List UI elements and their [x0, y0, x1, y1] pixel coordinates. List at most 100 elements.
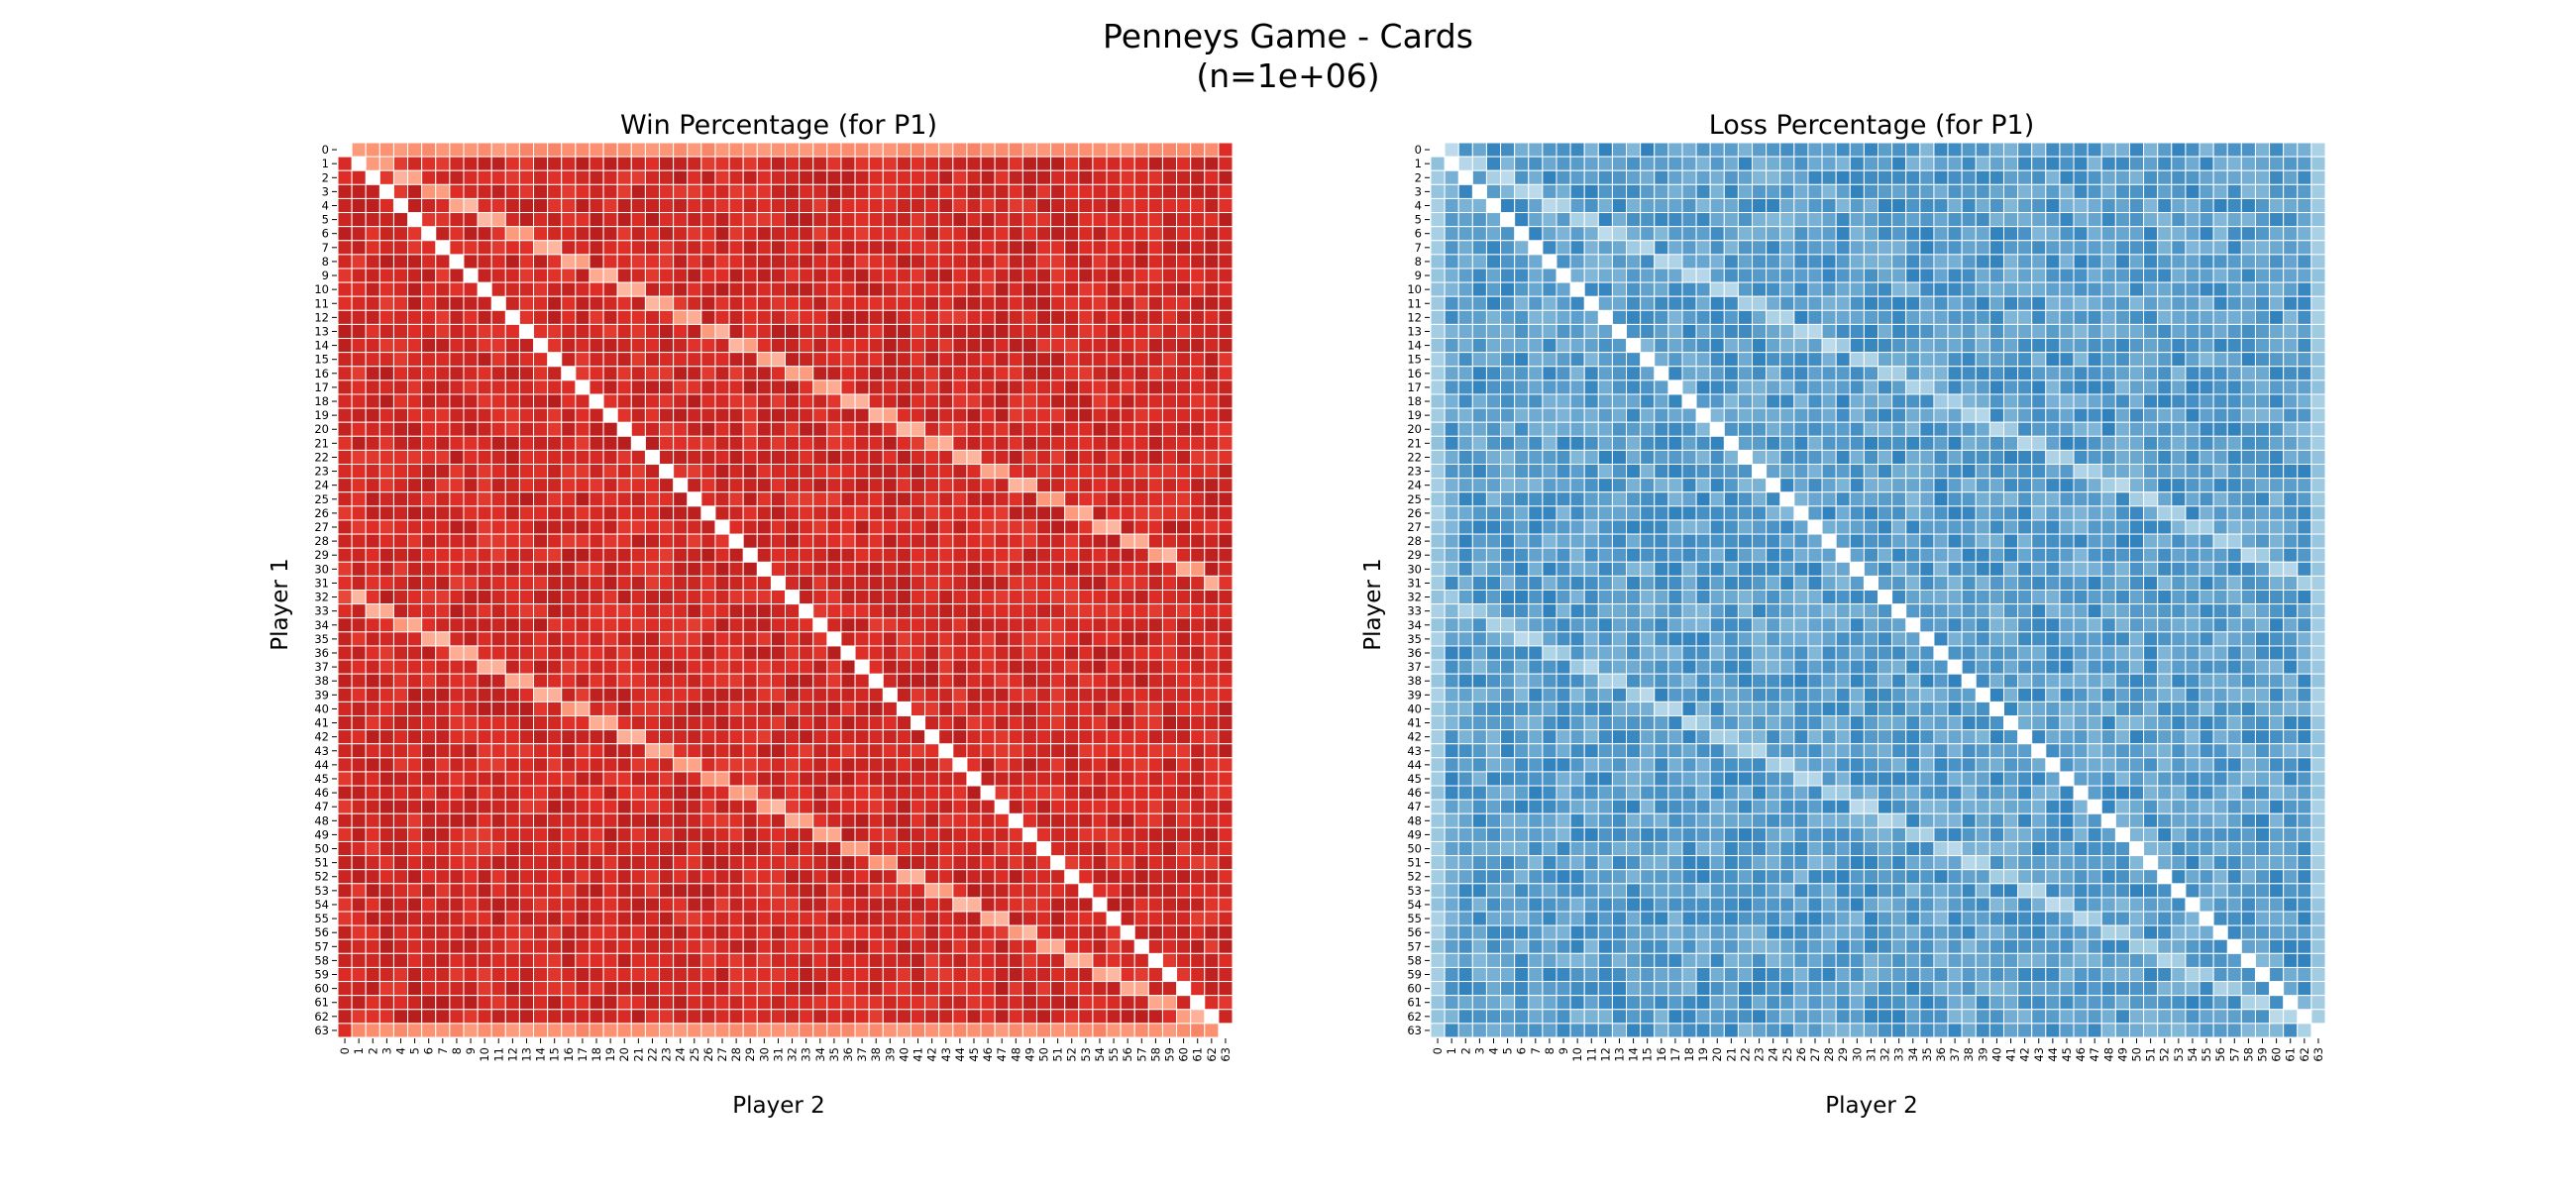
heatmap-cell: [2143, 212, 2159, 228]
heatmap-cell: [980, 421, 996, 437]
heatmap-cell: [1092, 393, 1108, 409]
heatmap-cell: [966, 352, 982, 368]
heatmap-cell: [490, 407, 506, 423]
heatmap-cell: [700, 295, 716, 311]
heatmap-cell: [1640, 197, 1656, 214]
heatmap-cell: [868, 855, 884, 871]
heatmap-cell: [1035, 714, 1052, 731]
heatmap-cell: [966, 785, 982, 801]
heatmap-cell: [351, 449, 367, 466]
heatmap-cell: [1485, 240, 1502, 256]
heatmap-cell: [589, 575, 604, 592]
heatmap-cell: [1092, 268, 1108, 283]
heatmap-cell: [2100, 142, 2116, 158]
y-tick-label: 36: [314, 646, 329, 660]
heatmap-cell: [924, 281, 940, 297]
heatmap-cell: [463, 142, 479, 158]
heatmap-cell: [490, 729, 506, 745]
heatmap-cell: [854, 966, 870, 983]
y-tick-label: 32: [314, 591, 329, 604]
heatmap-cell: [756, 771, 772, 787]
heatmap-cell: [1050, 911, 1066, 926]
heatmap-cell: [435, 981, 451, 997]
heatmap-cell: [575, 840, 590, 857]
heatmap-cell: [1064, 366, 1080, 381]
heatmap-cell: [854, 197, 870, 214]
heatmap-cell: [1035, 883, 1052, 899]
heatmap-cell: [910, 701, 926, 716]
heatmap-cell: [1161, 212, 1178, 228]
heatmap-cell: [2240, 156, 2256, 171]
heatmap-cell: [1190, 491, 1206, 507]
heatmap-cell: [1021, 659, 1037, 675]
heatmap-cell: [1147, 869, 1163, 885]
heatmap-cell: [2114, 240, 2130, 256]
heatmap-cell: [1050, 631, 1066, 647]
heatmap-cell: [2017, 254, 2033, 270]
heatmap-cell: [589, 240, 604, 256]
heatmap-cell: [1078, 603, 1094, 619]
heatmap-cell: [1161, 673, 1178, 689]
heatmap-cell: [1106, 519, 1122, 535]
heatmap-cell: [490, 435, 506, 451]
heatmap-cell: [351, 281, 367, 297]
heatmap-cell: [673, 183, 689, 199]
heatmap-cell: [1556, 183, 1571, 199]
heatmap-cell: [490, 799, 506, 814]
heatmap-cell: [1514, 169, 1530, 185]
heatmap-cell: [770, 1023, 787, 1038]
heatmap-cell: [826, 547, 842, 563]
heatmap-cell: [673, 366, 689, 381]
heatmap-cell: [687, 771, 702, 787]
heatmap-cell: [392, 421, 409, 437]
heatmap-cell: [490, 561, 506, 577]
heatmap-cell: [980, 840, 996, 857]
heatmap-cell: [533, 1023, 549, 1038]
heatmap-cell: [1709, 254, 1725, 270]
heatmap-cell: [1766, 169, 1781, 185]
heatmap-cell: [700, 212, 716, 228]
heatmap-cell: [547, 924, 563, 940]
heatmap-cell: [435, 840, 451, 857]
heatmap-cell: [1471, 281, 1487, 297]
heatmap-cell: [1120, 981, 1135, 997]
heatmap-cell: [435, 169, 451, 185]
heatmap-cell: [952, 897, 968, 913]
heatmap-cell: [924, 645, 940, 661]
heatmap-cell: [1626, 142, 1642, 158]
heatmap-cell: [910, 771, 926, 787]
heatmap-cell: [378, 435, 394, 451]
heatmap-cell: [714, 142, 730, 158]
heatmap-cell: [1106, 645, 1122, 661]
heatmap-cell: [728, 799, 744, 814]
heatmap-cell: [980, 240, 996, 256]
heatmap-cell: [826, 142, 842, 158]
heatmap-cell: [1161, 268, 1178, 283]
heatmap-cell: [2073, 156, 2089, 171]
heatmap-cell: [490, 533, 506, 549]
heatmap-cell: [2017, 240, 2033, 256]
heatmap-cell: [392, 212, 409, 228]
heatmap-cell: [980, 156, 996, 171]
heatmap-cell: [826, 869, 842, 885]
heatmap-cell: [1106, 659, 1122, 675]
heatmap-cell: [561, 1023, 577, 1038]
heatmap-cell: [518, 197, 535, 214]
heatmap-cell: [1078, 590, 1094, 605]
heatmap-cell: [673, 869, 689, 885]
heatmap-cell: [840, 183, 856, 199]
heatmap-cell: [589, 826, 604, 842]
heatmap-cell: [463, 659, 479, 675]
heatmap-cell: [700, 855, 716, 871]
heatmap-cell: [938, 812, 954, 828]
heatmap-cell: [463, 603, 479, 619]
heatmap-cell: [1035, 352, 1052, 368]
heatmap-cell: [1133, 966, 1149, 983]
heatmap-cell: [477, 449, 492, 466]
heatmap-cell: [1106, 1023, 1122, 1038]
heatmap-cell: [1863, 226, 1879, 242]
heatmap-cell: [770, 240, 787, 256]
heatmap-cell: [616, 883, 632, 899]
heatmap-cell: [378, 897, 394, 913]
heatmap-cell: [2087, 212, 2102, 228]
